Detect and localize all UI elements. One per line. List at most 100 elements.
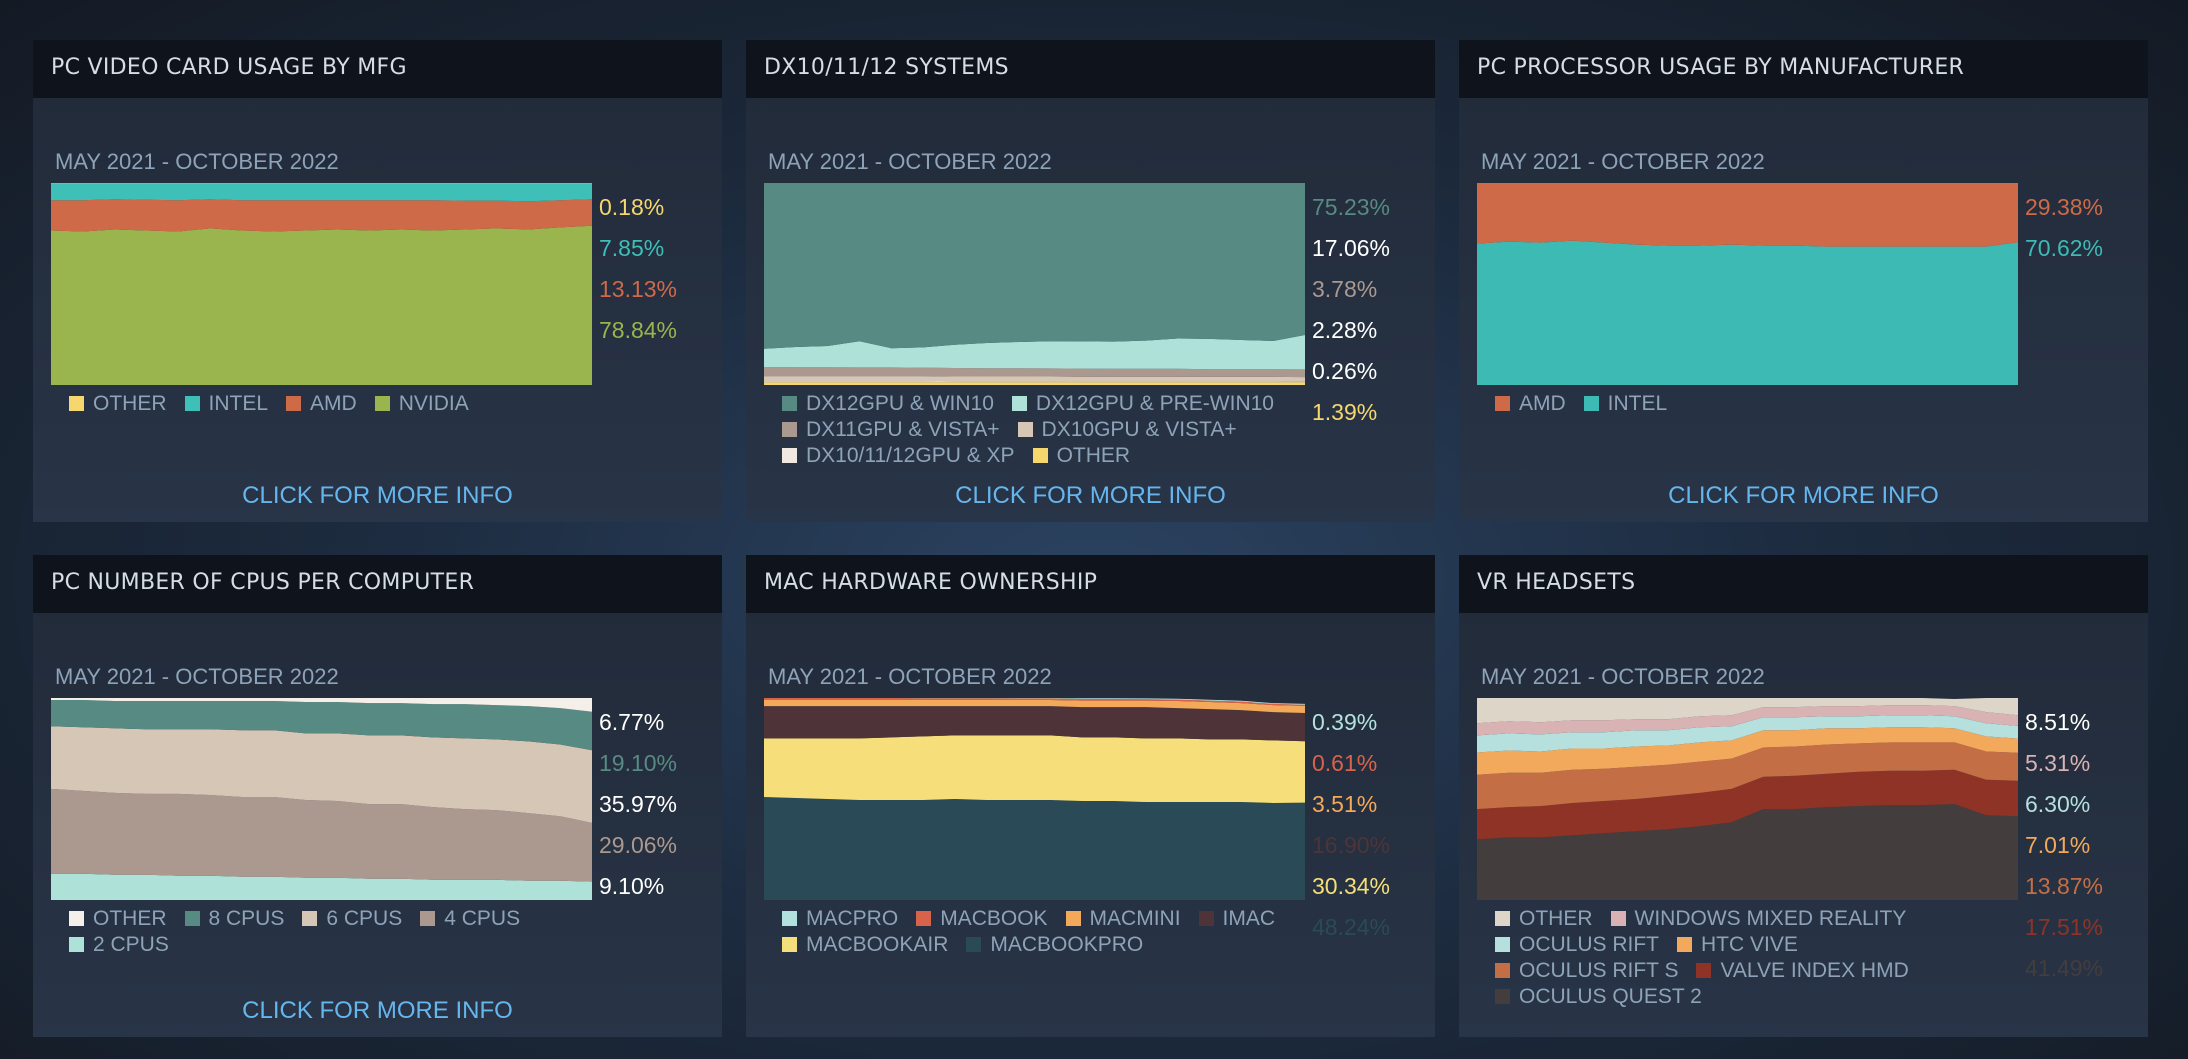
percentage-value: 13.87% — [2025, 873, 2104, 899]
legend-swatch — [184, 396, 200, 411]
chart-panel-mac-hardware-ownership: MAC HARDWARE OWNERSHIP MAY 2021 - OCTOBER… — [746, 555, 1435, 1037]
percentage-value: 30.34% — [1312, 873, 1391, 899]
legend-item-macmini: MACMINI — [1065, 906, 1181, 932]
area-series-windows-mixed-reality — [1477, 705, 2018, 736]
legend-swatch — [1677, 937, 1693, 952]
percentage-value: 48.24% — [1312, 914, 1391, 940]
legend-item-intel: INTEL — [184, 391, 268, 417]
legend-swatch — [1610, 911, 1626, 926]
panel-header: PC PROCESSOR USAGE BY MANUFACTURER — [1459, 40, 2148, 98]
percentage-list: 29.38% 70.62% — [2025, 194, 2103, 276]
area-series-oculus-rift — [1477, 715, 2018, 753]
legend-label: MACBOOKPRO — [990, 933, 1144, 956]
area-series-other — [51, 698, 592, 712]
legend-label: DX12GPU & PRE-WIN10 — [1035, 392, 1274, 415]
stacked-area-chart — [1477, 183, 2018, 385]
percentage-value: 7.01% — [2025, 832, 2091, 858]
legend-item-4-cpus: 4 CPUS — [420, 906, 520, 932]
percentage-list: 0.39% 0.61% 3.51% 16.90% 30.34% 48.24% — [1312, 709, 1390, 955]
percentage-value: 6.77% — [599, 709, 665, 735]
click-for-more-info-link[interactable]: CLICK FOR MORE INFO — [1668, 482, 1939, 509]
percentage-value: 6.30% — [2025, 791, 2091, 817]
legend-label: VALVE INDEX HMD — [1720, 959, 1909, 982]
legend-swatch — [1495, 963, 1510, 978]
legend-item-other: OTHER — [69, 391, 167, 417]
percentage-list: 6.77% 19.10% 35.97% 29.06% 9.10% — [599, 709, 677, 914]
area-series-other — [764, 382, 1305, 385]
legend-label: MACMINI — [1089, 907, 1181, 930]
legend-item-oculus-rift: OCULUS RIFT — [1495, 932, 1659, 958]
area-series-valve-index-hmd — [1477, 769, 2018, 840]
legend-label: OTHER — [93, 907, 167, 930]
percentage-value: 7.85% — [599, 235, 665, 261]
legend-item-nvidia: NVIDIA — [374, 391, 469, 417]
legend-swatch — [1017, 422, 1033, 437]
legend-item-dx12gpu-win10: DX12GPU & WIN10 — [782, 391, 994, 417]
legend-item-dx12gpu-pre-win10: DX12GPU & PRE-WIN10 — [1011, 391, 1274, 417]
legend-swatch — [966, 937, 982, 952]
legend-label: 8 CPUS — [208, 907, 285, 930]
click-for-more-info-link[interactable]: CLICK FOR MORE INFO — [955, 482, 1226, 509]
panel-title: DX10/11/12 SYSTEMS — [764, 55, 1009, 80]
percentage-value: 19.10% — [599, 750, 678, 776]
area-series-amd — [51, 199, 592, 232]
percentage-list: 0.18% 7.85% 13.13% 78.84% — [599, 194, 677, 358]
percentage-list: 75.23% 17.06% 3.78% 2.28% 0.26% 1.39% — [1312, 194, 1390, 440]
legend-item-htc-vive: HTC VIVE — [1677, 932, 1798, 958]
percentage-value: 2.28% — [1312, 317, 1378, 343]
legend-label: NVIDIA — [398, 392, 469, 415]
legend-item-8-cpus: 8 CPUS — [184, 906, 285, 932]
legend-item-imac: IMAC — [1198, 906, 1275, 932]
date-range: MAY 2021 - OCTOBER 2022 — [55, 664, 339, 689]
area-series-intel — [1477, 240, 2018, 385]
area-series-oculus-rift-s — [1477, 742, 2018, 810]
legend-swatch — [1495, 989, 1510, 1004]
legend-label: MACBOOKAIR — [806, 933, 949, 956]
legend-swatch — [782, 937, 797, 952]
click-for-more-info-link[interactable]: CLICK FOR MORE INFO — [242, 997, 513, 1024]
legend-swatch — [1065, 911, 1081, 926]
legend-item-other: OTHER — [1495, 906, 1593, 932]
percentage-value: 41.49% — [2025, 955, 2104, 981]
legend-item-amd: AMD — [1495, 391, 1566, 417]
legend-item-macbookpro: MACBOOKPRO — [966, 932, 1143, 958]
legend-item-macpro: MACPRO — [782, 906, 898, 932]
legend-item-oculus-rift-s: OCULUS RIFT S — [1495, 958, 1678, 984]
legend-label: AMD — [310, 392, 357, 415]
legend-swatch — [1696, 963, 1712, 978]
legend-label: MACPRO — [806, 907, 899, 930]
legend-item-windows-mixed-reality: WINDOWS MIXED REALITY — [1610, 906, 1906, 932]
legend-swatch — [1032, 448, 1048, 463]
percentage-value: 3.78% — [1312, 276, 1378, 302]
legend-item-oculus-quest-2: OCULUS QUEST 2 — [1495, 984, 1702, 1010]
area-series-macbook — [764, 698, 1305, 706]
date-range: MAY 2021 - OCTOBER 2022 — [55, 149, 339, 174]
legend-swatch — [184, 911, 200, 926]
date-range: MAY 2021 - OCTOBER 2022 — [768, 149, 1052, 174]
legend-swatch — [69, 937, 84, 952]
chart-panel-pc-video-card-usage-by-mfg: PC VIDEO CARD USAGE BY MFG MAY 2021 - OCT… — [33, 40, 722, 522]
percentage-value: 9.10% — [599, 873, 665, 899]
area-series-macmini — [764, 700, 1305, 713]
panel-title: MAC HARDWARE OWNERSHIP — [764, 570, 1098, 595]
percentage-value: 78.84% — [599, 317, 678, 343]
legend-label: OTHER — [1056, 444, 1131, 467]
legend-swatch — [286, 396, 302, 411]
stacked-area-chart — [51, 183, 592, 385]
legend-item-macbookair: MACBOOKAIR — [782, 932, 948, 958]
click-for-more-info-link[interactable]: CLICK FOR MORE INFO — [242, 482, 513, 509]
legend-swatch — [420, 911, 436, 926]
legend-swatch — [1495, 911, 1510, 926]
panel-title: PC NUMBER OF CPUS PER COMPUTER — [51, 570, 475, 595]
percentage-value: 0.26% — [1312, 358, 1378, 384]
percentage-value: 75.23% — [1312, 194, 1391, 220]
legend-item-6-cpus: 6 CPUS — [302, 906, 402, 932]
date-range: MAY 2021 - OCTOBER 2022 — [1481, 664, 1765, 689]
area-series-imac — [764, 706, 1305, 742]
percentage-value: 8.51% — [2025, 709, 2091, 735]
percentage-value: 3.51% — [1312, 791, 1378, 817]
date-range: MAY 2021 - OCTOBER 2022 — [768, 664, 1052, 689]
legend-swatch — [69, 911, 84, 926]
area-series-other — [1477, 698, 2018, 724]
legend-label: DX11GPU & VISTA+ — [806, 418, 1000, 441]
